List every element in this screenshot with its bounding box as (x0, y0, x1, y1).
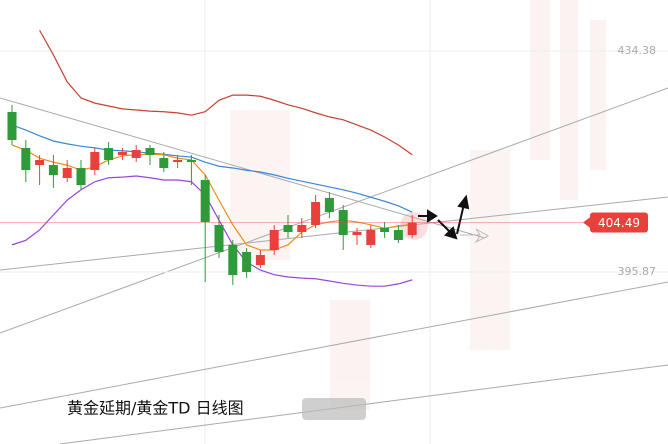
candle-body (283, 225, 293, 233)
candle-body (76, 168, 86, 186)
candle-body (90, 152, 100, 171)
ma-line (11, 124, 413, 213)
candle-body (7, 112, 17, 141)
ma-line (11, 175, 413, 287)
candle-body (366, 230, 376, 245)
hint-arrow (460, 228, 490, 244)
candle-body (269, 230, 279, 251)
chart-title: 黄金延期/黄金TD 日线图 (67, 399, 244, 418)
last-price-label: 404.49 (598, 216, 640, 230)
candle-body (393, 230, 403, 240)
candle-body (214, 225, 224, 252)
candle-body (159, 157, 169, 169)
candle-body (62, 168, 72, 179)
y-tick-label: 395.87 (618, 265, 657, 278)
candle-body (173, 159, 183, 163)
candle-body (200, 180, 210, 223)
candle-body (242, 251, 252, 273)
candle-body (380, 227, 390, 233)
candle-body (324, 197, 334, 212)
last-price-pointer (583, 216, 591, 229)
candle-body (131, 150, 141, 158)
candle-body (228, 244, 238, 275)
candle-body (311, 202, 321, 226)
candle-body (104, 148, 114, 160)
candle-body (117, 152, 127, 156)
candle-body (297, 225, 307, 233)
candle-body (352, 232, 362, 235)
watermark (230, 0, 606, 410)
candle-body (48, 164, 58, 176)
candle-body (255, 255, 265, 266)
candle-body (145, 148, 155, 156)
blur-mark (302, 398, 366, 420)
candle-body (21, 148, 31, 171)
candle-body (407, 222, 417, 235)
y-tick-label: 434.38 (618, 44, 657, 57)
candle-body (35, 159, 45, 165)
ma-line (39, 29, 413, 156)
candle-body (186, 159, 196, 163)
last-price-badge (590, 212, 648, 233)
